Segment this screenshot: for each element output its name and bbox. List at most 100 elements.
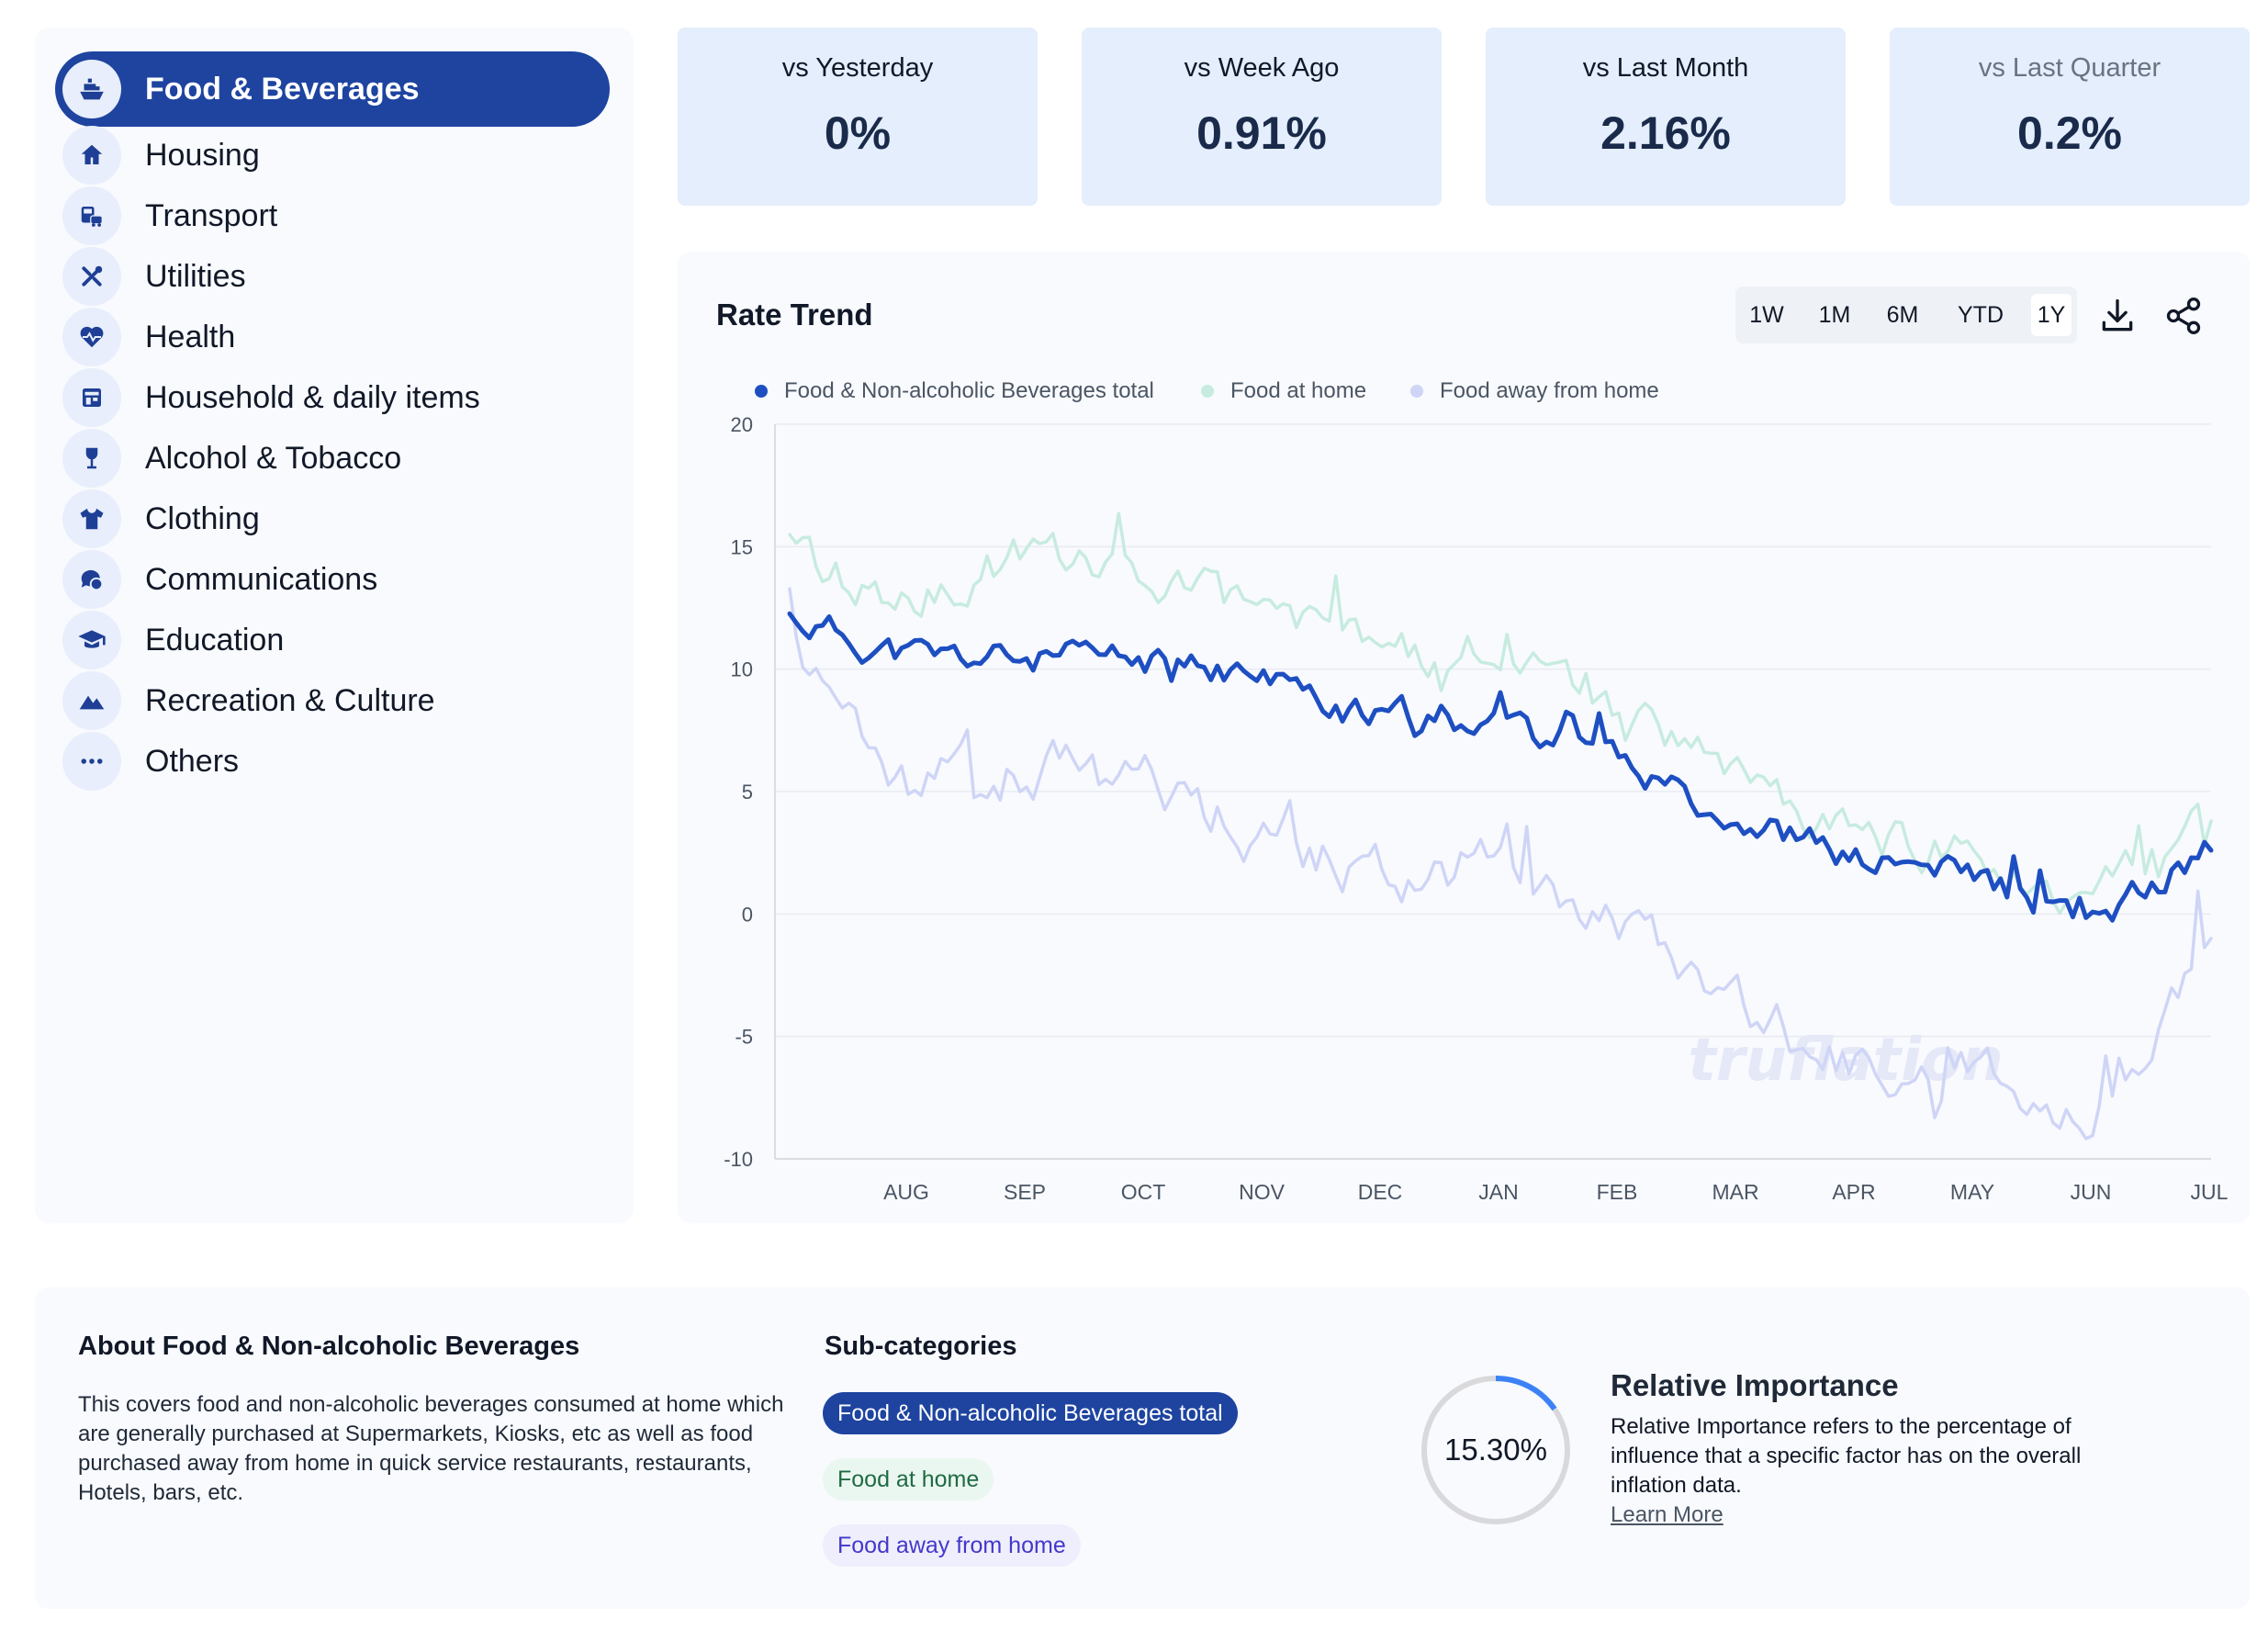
chart-title: Rate Trend [716,298,873,332]
x-tick-label: OCT [1121,1180,1166,1204]
about-title: About Food & Non-alcoholic Beverages [78,1332,580,1361]
sidebar-item-label: Transport [145,197,278,233]
chat-bubbles-icon [62,550,121,609]
stat-title: vs Yesterday [781,53,934,83]
y-tick-label: -10 [724,1148,753,1171]
stat-value: 0.91% [1196,107,1327,159]
legend-label: Food & Non-alcoholic Beverages total [784,378,1154,403]
stat-title: vs Week Ago [1184,53,1340,83]
sidebar-item-label: Education [145,622,285,658]
sidebar-item-label: Utilities [145,258,246,294]
y-tick-label: 5 [742,781,753,804]
sidebar-item-transport[interactable]: Transport [55,178,610,253]
x-tick-label: DEC [1358,1180,1403,1204]
stat-card-week-ago: vs Week Ago 0.91% [1082,28,1442,206]
relative-importance-arc [1421,1376,1570,1524]
range-button-1w[interactable]: 1W [1749,302,1784,328]
sidebar-item-health[interactable]: Health [55,299,610,375]
range-button-6m[interactable]: 6M [1886,302,1919,328]
stat-card-yesterday: vs Yesterday 0% [678,28,1038,206]
tools-icon [62,247,121,306]
x-tick-label: MAY [1950,1180,1994,1204]
stat-value: 0% [824,107,892,159]
rate-trend-chart: 20 15 10 5 0 -5 -10 AUG SEP OCT NOV DEC JAN FEB MAR APR… [724,413,2229,1204]
stat-title: vs Last Quarter [1978,53,2161,83]
home-icon [62,126,121,185]
series-line-food-at-home [788,511,2213,916]
sidebar-item-education[interactable]: Education [55,602,610,678]
x-tick-label: NOV [1239,1180,1286,1204]
sidebar-item-alcohol-tobacco[interactable]: Alcohol & Tobacco [55,421,610,496]
legend-marker [1410,385,1423,398]
sidebar-item-label: Housing [145,137,260,173]
stat-card-last-quarter: vs Last Quarter 0.2% [1890,28,2250,206]
about-description: This covers food and non-alcoholic bever… [78,1392,784,1505]
legend-item-food-at-home[interactable]: Food at home [1201,378,1366,404]
series-line-food-away [788,587,2213,1141]
sidebar-item-recreation-culture[interactable]: Recreation & Culture [55,663,610,738]
subcategory-pill-total[interactable]: Food & Non-alcoholic Beverages total [823,1392,1238,1434]
y-tick-label: 15 [731,535,753,558]
legend-marker [1201,385,1214,398]
y-tick-label: 20 [731,413,753,436]
more-dots-icon [62,732,121,791]
sidebar-item-label: Food & Beverages [145,71,420,107]
stat-value: 0.2% [2017,107,2122,159]
relative-importance-title: Relative Importance [1611,1368,1899,1402]
legend-label: Food away from home [1440,378,1659,403]
subcategory-pill-food-at-home[interactable]: Food at home [823,1458,994,1501]
legend-item-food-away[interactable]: Food away from home [1410,378,1659,404]
sidebar-item-utilities[interactable]: Utilities [55,239,610,314]
x-tick-label: FEB [1597,1180,1638,1204]
x-tick-label: JUL [2191,1180,2229,1204]
category-sidebar: Food & Beverages Housing Transport Utili… [35,28,634,1223]
y-tick-label: -5 [735,1026,753,1049]
store-icon [62,368,121,427]
range-button-1y[interactable]: 1Y [2031,294,2072,336]
sidebar-item-label: Communications [145,561,378,597]
transport-icon [62,186,121,245]
mountains-icon [62,671,121,730]
relative-importance-ring [1421,1376,1570,1524]
time-range-selector: 1W 1M 6M YTD 1Y [1735,287,2077,343]
relative-importance-description: Relative Importance refers to the percen… [1611,1414,2082,1498]
stat-value: 2.16% [1600,107,1731,159]
x-tick-label: SEP [1004,1180,1046,1204]
download-icon[interactable] [2097,296,2138,336]
stat-card-last-month: vs Last Month 2.16% [1486,28,1846,206]
sidebar-item-label: Health [145,319,236,354]
x-tick-label: AUG [883,1180,929,1204]
x-tick-label: JAN [1478,1180,1518,1204]
sidebar-item-clothing[interactable]: Clothing [55,481,610,556]
sidebar-item-household[interactable]: Household & daily items [55,360,610,435]
sidebar-item-communications[interactable]: Communications [55,542,610,617]
sidebar-item-label: Household & daily items [145,379,480,415]
subcategories-title: Sub-categories [825,1332,1017,1361]
rate-trend-panel: 20 15 10 5 0 -5 -10 AUG SEP OCT NOV DEC JAN FEB MAR APR… [678,252,2250,1223]
sidebar-item-food-beverages[interactable]: Food & Beverages [55,51,610,127]
x-tick-label: MAR [1712,1180,1758,1204]
legend-marker [755,385,768,398]
relative-importance-value: 15.30% [1444,1433,1547,1467]
range-button-ytd[interactable]: YTD [1958,302,2004,328]
sidebar-item-others[interactable]: Others [55,724,610,799]
sidebar-item-label: Alcohol & Tobacco [145,440,402,476]
graduation-cap-icon [62,611,121,669]
sidebar-item-label: Clothing [145,500,260,536]
ship-icon [62,60,121,118]
legend-item-total[interactable]: Food & Non-alcoholic Beverages total [755,378,1154,404]
y-tick-label: 0 [742,903,753,926]
range-button-1m[interactable]: 1M [1818,302,1851,328]
sidebar-item-housing[interactable]: Housing [55,118,610,193]
stat-title: vs Last Month [1582,53,1749,83]
heart-pulse-icon [62,308,121,366]
shirt-icon [62,489,121,548]
sidebar-item-label: Recreation & Culture [145,682,435,718]
category-details-panel: About Food & Non-alcoholic Beverages Thi… [35,1287,2250,1609]
share-icon[interactable] [2163,296,2204,336]
x-tick-label: APR [1832,1180,1875,1204]
wine-glass-icon [62,429,121,488]
subcategory-pill-food-away[interactable]: Food away from home [823,1524,1081,1567]
series-line-total [787,611,2214,923]
learn-more-link[interactable]: Learn More [1611,1502,1723,1527]
